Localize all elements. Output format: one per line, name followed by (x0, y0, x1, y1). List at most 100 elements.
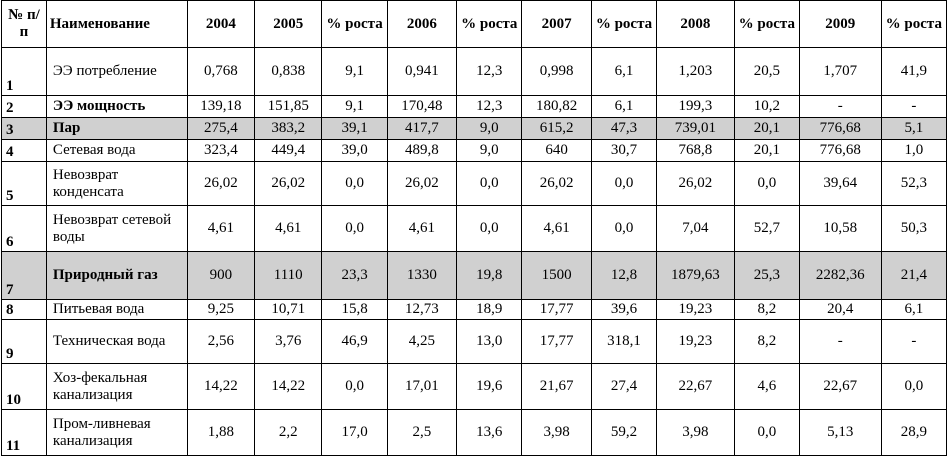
row-number: 5 (1, 161, 47, 206)
table-cell: 6,1 (880, 299, 948, 320)
col-header-2009: 2009 (798, 0, 882, 48)
table-row: 9 Техническая вода 2,56 3,76 46,9 4,25 13,0 17,… (1, 319, 948, 364)
row-name: Пром-ливневая канализация (45, 409, 188, 456)
table-cell: 0,0 (321, 161, 388, 206)
table-cell: 9,0 (456, 139, 523, 162)
table-cell: 180,82 (521, 95, 592, 118)
row-number: 1 (1, 47, 47, 96)
table-cell: 0,0 (733, 409, 800, 456)
table-cell: 19,23 (656, 319, 735, 364)
table-cell: 17,01 (386, 363, 458, 410)
table-cell: 6,1 (590, 47, 658, 96)
col-header-2006: 2006 (386, 0, 458, 48)
table-cell: 46,9 (321, 319, 388, 364)
table-row: 2 ЭЭ мощность 139,18 151,85 9,1 170,48 12,3 180… (1, 95, 948, 118)
table-cell: 8,2 (733, 299, 800, 320)
table-row: 6 Невозврат сетевой воды 4,61 4,61 0,0 4,61 0,… (1, 205, 948, 252)
col-header-2007: 2007 (521, 0, 592, 48)
row-name: Питьевая вода (45, 299, 188, 320)
table-cell: 2,2 (254, 409, 323, 456)
table-cell: 59,2 (590, 409, 658, 456)
table-cell: 23,3 (321, 251, 388, 300)
table-cell: 1,707 (798, 47, 882, 96)
row-number: 9 (1, 319, 47, 364)
table-cell: 275,4 (186, 117, 256, 140)
table-cell: 776,68 (798, 139, 882, 162)
col-header-growth-2007: % роста (590, 0, 658, 48)
table-cell: 19,8 (456, 251, 523, 300)
table-cell: 30,7 (590, 139, 658, 162)
table-cell: 383,2 (254, 117, 323, 140)
table-cell: 1330 (386, 251, 458, 300)
table-cell: 21,4 (880, 251, 948, 300)
table-cell: 5,13 (798, 409, 882, 456)
row-name: Природный газ (45, 251, 188, 300)
table-cell: 22,67 (798, 363, 882, 410)
table-cell: 14,22 (186, 363, 256, 410)
table-cell: 21,67 (521, 363, 592, 410)
table-cell: 6,1 (590, 95, 658, 118)
table-cell: 26,02 (254, 161, 323, 206)
row-name: ЭЭ мощность (45, 95, 188, 118)
table-cell: 19,6 (456, 363, 523, 410)
table-cell: 9,1 (321, 95, 388, 118)
header-row: № п/п Наименование 2004 2005 % роста 200… (1, 0, 948, 48)
table-cell: 449,4 (254, 139, 323, 162)
row-name: Пар (45, 117, 188, 140)
table-cell: 0,0 (456, 205, 523, 252)
table-cell: 4,61 (254, 205, 323, 252)
table-cell: 0,998 (521, 47, 592, 96)
row-name: ЭЭ потребление (45, 47, 188, 96)
table-cell: 3,98 (521, 409, 592, 456)
table-cell: 4,6 (733, 363, 800, 410)
table-cell: 1879,63 (656, 251, 735, 300)
col-header-growth-2009: % роста (880, 0, 948, 48)
table-cell: 0,0 (590, 161, 658, 206)
table-cell: 739,01 (656, 117, 735, 140)
table-cell: 4,61 (386, 205, 458, 252)
table-cell: 1110 (254, 251, 323, 300)
row-name: Хоз-фекальная канализация (45, 363, 188, 410)
table-cell: 615,2 (521, 117, 592, 140)
table-cell: 776,68 (798, 117, 882, 140)
table-cell: 0,768 (186, 47, 256, 96)
table-cell: 4,25 (386, 319, 458, 364)
table-cell: 170,48 (386, 95, 458, 118)
table-cell: 318,1 (590, 319, 658, 364)
table-cell: 17,0 (321, 409, 388, 456)
col-header-name: Наименование (45, 0, 188, 48)
table-cell: 50,3 (880, 205, 948, 252)
table-cell: 139,18 (186, 95, 256, 118)
table-cell: 1500 (521, 251, 592, 300)
table-cell: 41,9 (880, 47, 948, 96)
table-cell: 17,77 (521, 299, 592, 320)
row-name: Сетевая вода (45, 139, 188, 162)
table-cell: 2,56 (186, 319, 256, 364)
table-cell: 199,3 (656, 95, 735, 118)
table-cell: 768,8 (656, 139, 735, 162)
table-cell: 26,02 (521, 161, 592, 206)
row-number: 11 (1, 409, 47, 456)
table-cell: - (798, 319, 882, 364)
table-cell: 10,2 (733, 95, 800, 118)
table-cell: 9,25 (186, 299, 256, 320)
col-header-2004: 2004 (186, 0, 256, 48)
table-cell: 0,838 (254, 47, 323, 96)
table-cell: 1,88 (186, 409, 256, 456)
col-header-number: № п/п (1, 0, 47, 48)
table-cell: 18,9 (456, 299, 523, 320)
table-cell: 47,3 (590, 117, 658, 140)
table-cell: 12,8 (590, 251, 658, 300)
col-header-2008: 2008 (656, 0, 735, 48)
table-cell: 13,0 (456, 319, 523, 364)
table-cell: 1,0 (880, 139, 948, 162)
table-row: 4 Сетевая вода 323,4 449,4 39,0 489,8 9,0 640 30… (1, 139, 948, 162)
table-cell: 28,9 (880, 409, 948, 456)
table-cell: 20,5 (733, 47, 800, 96)
table-cell: 15,8 (321, 299, 388, 320)
table-cell: 39,1 (321, 117, 388, 140)
table-cell: 14,22 (254, 363, 323, 410)
row-name: Техническая вода (45, 319, 188, 364)
col-header-growth-2008: % роста (733, 0, 800, 48)
